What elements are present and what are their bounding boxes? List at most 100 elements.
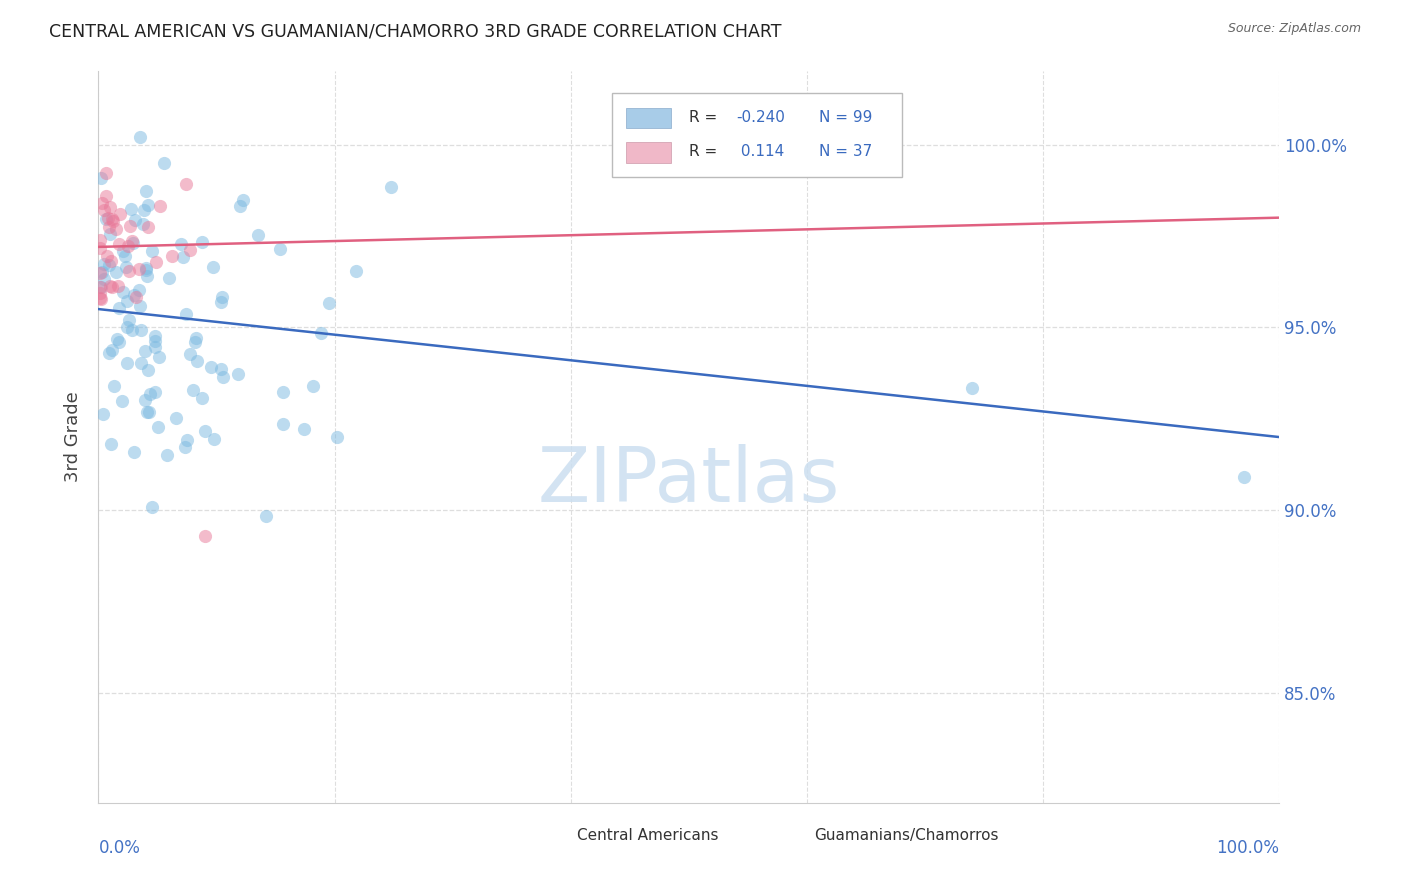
Point [101, 214, 124, 228]
Point [201, 260, 224, 275]
Point [97, 211, 120, 225]
Point [129, 356, 152, 370]
Point [117, 239, 139, 253]
Point [90, 292, 112, 306]
Point [117, 312, 139, 326]
Point [107, 301, 129, 316]
Point [191, 391, 214, 405]
Point [176, 433, 198, 447]
Point [139, 386, 162, 401]
Point [247, 227, 270, 242]
Point [128, 130, 150, 145]
Point [118, 264, 141, 278]
Point [143, 384, 166, 399]
Text: -0.240: -0.240 [737, 110, 785, 125]
Point [115, 294, 138, 309]
Point [209, 362, 232, 376]
Point [152, 155, 174, 169]
Point [194, 529, 217, 543]
Point [118, 219, 141, 234]
Point [100, 211, 122, 226]
Point [122, 445, 145, 459]
Point [98, 200, 121, 214]
Text: Guamanians/Chamorros: Guamanians/Chamorros [814, 828, 998, 843]
Point [141, 244, 163, 258]
Point [181, 383, 204, 397]
Point [122, 236, 145, 251]
Point [143, 329, 166, 343]
Point [136, 362, 159, 376]
Point [186, 353, 208, 368]
Point [169, 236, 191, 251]
Point [380, 179, 402, 194]
Point [344, 264, 367, 278]
Point [143, 334, 166, 348]
Point [117, 319, 139, 334]
Point [121, 323, 143, 337]
FancyBboxPatch shape [626, 143, 671, 163]
Point [179, 347, 201, 361]
Point [136, 219, 159, 234]
Point [136, 405, 159, 419]
Point [269, 242, 291, 256]
Point [326, 429, 349, 443]
Point [135, 184, 157, 198]
Point [112, 244, 135, 258]
Point [91, 196, 114, 211]
Point [93, 257, 115, 271]
Point [115, 260, 138, 275]
Point [254, 508, 277, 523]
Point [89, 285, 111, 300]
Point [132, 218, 155, 232]
Point [114, 249, 136, 263]
FancyBboxPatch shape [766, 825, 804, 846]
Point [128, 261, 150, 276]
Point [309, 326, 332, 340]
Text: 0.114: 0.114 [737, 145, 785, 160]
Point [89, 241, 111, 255]
Point [93, 272, 115, 286]
Point [108, 334, 131, 349]
Point [200, 359, 222, 374]
Point [962, 380, 984, 394]
Point [107, 278, 129, 293]
Point [100, 253, 122, 268]
Point [148, 351, 170, 365]
Point [91, 407, 114, 421]
Point [194, 424, 217, 438]
Point [98, 346, 121, 360]
Point [145, 340, 167, 354]
Point [128, 283, 150, 297]
Point [146, 420, 169, 434]
Point [90, 265, 112, 279]
Point [202, 433, 225, 447]
Point [172, 251, 194, 265]
Point [160, 248, 183, 262]
Point [105, 265, 128, 279]
Point [191, 235, 214, 249]
Point [124, 213, 146, 227]
Point [136, 198, 159, 212]
Point [271, 417, 294, 431]
Text: 100.0%: 100.0% [1216, 839, 1279, 857]
Point [128, 299, 150, 313]
Point [1233, 470, 1256, 484]
Point [96, 248, 118, 262]
Point [148, 199, 170, 213]
Point [103, 379, 125, 393]
Point [94, 188, 117, 202]
Point [105, 221, 128, 235]
Point [105, 332, 128, 346]
Text: N = 37: N = 37 [818, 145, 872, 160]
Point [125, 290, 148, 304]
Point [122, 288, 145, 302]
Text: Source: ZipAtlas.com: Source: ZipAtlas.com [1227, 22, 1361, 36]
Point [135, 268, 157, 283]
Point [108, 236, 131, 251]
Text: Central Americans: Central Americans [576, 828, 718, 843]
Point [101, 280, 124, 294]
Point [179, 243, 201, 257]
Point [129, 323, 152, 337]
Point [134, 344, 156, 359]
Point [121, 234, 143, 248]
